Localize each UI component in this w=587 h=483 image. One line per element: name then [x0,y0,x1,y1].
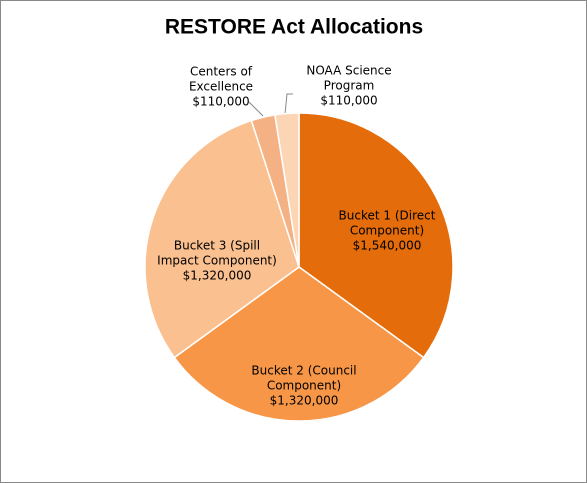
leader-line [248,101,264,117]
slice-label: NOAA Science Program $110,000 [294,64,404,109]
category-label: Bucket 3 (Spill Impact Component) [157,238,277,268]
slice-label: Bucket 3 (Spill Impact Component) $1,320,… [152,239,282,284]
value-label: $1,540,000 [352,238,422,253]
chart-title: RESTORE Act Allocations [165,16,423,39]
value-label: $110,000 [192,94,250,109]
pie-slice [274,112,300,268]
pie-slice [173,266,425,422]
slice-label: Bucket 1 (Direct Component) $1,540,000 [337,209,437,254]
category-label: Centers of Excellence [188,64,254,94]
value-label: $1,320,000 [182,268,252,283]
category-label: Bucket 1 (Direct Component) [338,208,436,238]
value-label: $1,320,000 [269,393,339,408]
value-label: $110,000 [320,93,378,108]
category-label: Bucket 2 (Council Component) [251,363,357,393]
pie-slice [298,112,454,359]
pie-slice [144,119,300,359]
slice-label: Centers of Excellence $110,000 [181,65,261,110]
leader-line [284,93,293,115]
category-label: NOAA Science Program [306,63,392,93]
slice-label: Bucket 2 (Council Component) $1,320,000 [244,364,364,409]
